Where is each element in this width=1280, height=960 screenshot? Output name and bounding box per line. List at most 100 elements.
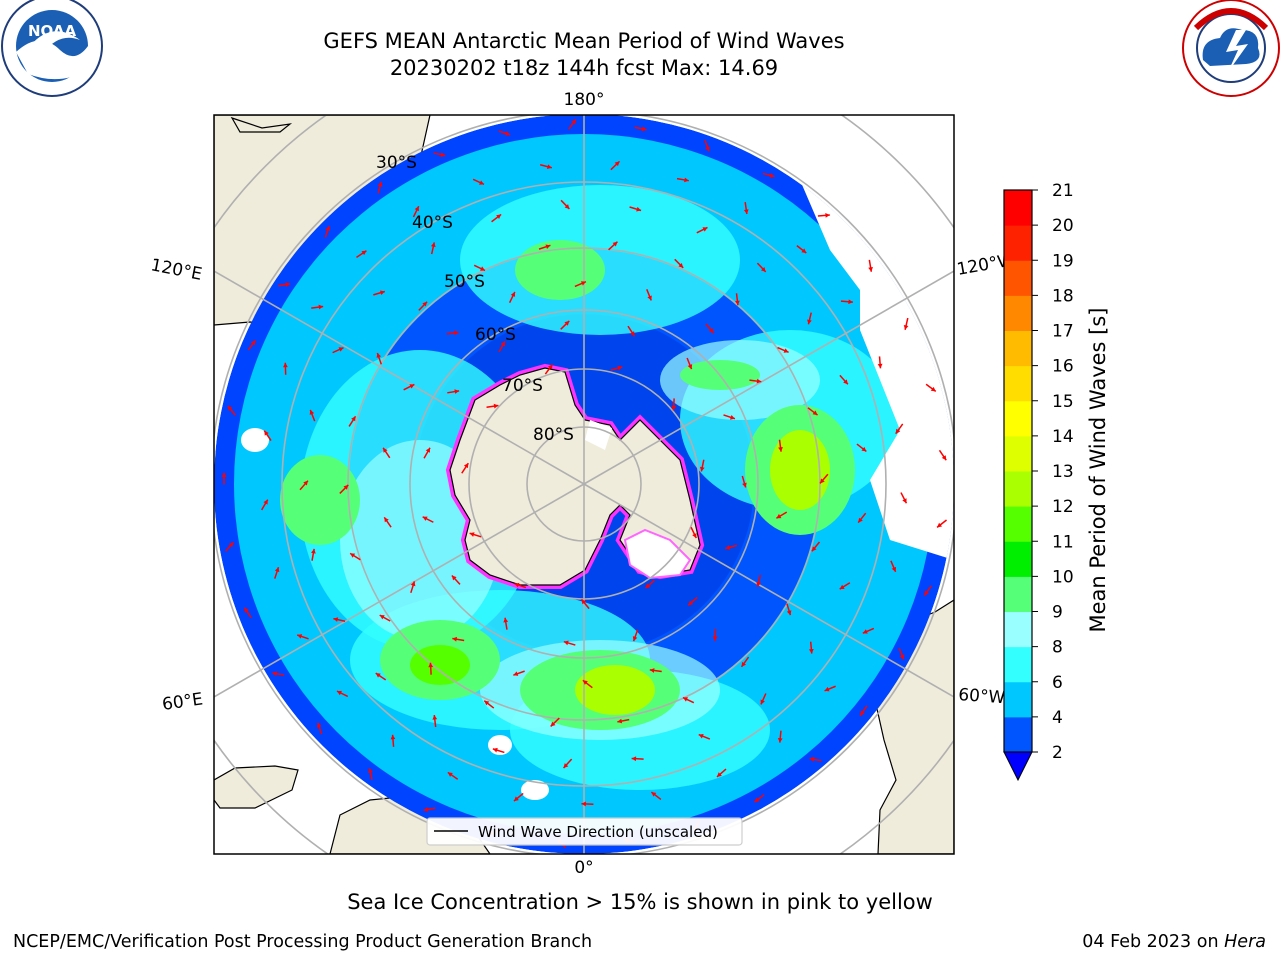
wave-arrow-head (563, 763, 569, 768)
wave-arrow-head (617, 365, 623, 371)
wave-arrow-head (807, 319, 812, 325)
national-weather-service-logo (1182, 0, 1280, 97)
wave-arrow-head (318, 304, 324, 310)
wave-arrow-head (729, 415, 735, 420)
wave-arrow-head (414, 206, 419, 212)
wave-arrow-head (709, 328, 714, 334)
wave-arrow-head (678, 263, 684, 268)
wave-arrow-head (503, 617, 509, 623)
wave-arrow-head (699, 466, 705, 472)
wave-arrow-head (361, 250, 367, 256)
antarctica (445, 363, 705, 589)
wave-arrow-head (692, 533, 697, 539)
graticule (214, 115, 954, 854)
wave-arrow-head (480, 266, 486, 271)
wave-arrow-head (492, 747, 498, 753)
wave-arrow-head (756, 378, 762, 384)
lon-label-60w: 60°W (958, 685, 1006, 708)
wave-arrow-head (430, 242, 436, 248)
wave-arrow-head (379, 290, 385, 296)
colorbar-tick-label: 19 (1052, 251, 1074, 271)
wave-arrow-head (725, 545, 731, 550)
lat-label-40s: 40°S (412, 213, 453, 233)
wind-wave-direction-arrows (221, 118, 947, 849)
wave-arrow-head (505, 131, 511, 136)
colorbar-segment (1004, 716, 1032, 753)
colorbar-segment (1004, 295, 1032, 331)
colorbar-tick-label: 11 (1052, 532, 1074, 552)
colorbar-segment (1004, 681, 1032, 718)
wave-arrow-head (649, 668, 655, 673)
wave-arrow-head (614, 161, 620, 167)
wave-arrow-head (702, 227, 708, 232)
colorbar-segment (1004, 365, 1032, 402)
wave-arrow-head (311, 548, 316, 554)
footer-date-text: 04 Feb 2023 on (1082, 932, 1219, 952)
wave-arrow-head (571, 119, 576, 125)
wave-arrow-head (514, 582, 520, 588)
wave-arrow-head (743, 209, 749, 214)
wave-arrow-head (410, 581, 416, 587)
wave-arrow-head (742, 482, 747, 488)
wave-arrow-head (868, 266, 873, 272)
wave-arrow-head (861, 446, 867, 452)
map-frame (213, 114, 955, 855)
wave-arrow-head (303, 480, 308, 486)
wave-arrow-head (862, 629, 868, 634)
wave-arrow-head (712, 636, 718, 641)
wave-arrow-head (631, 756, 637, 762)
wave-arrow-head (756, 581, 761, 587)
wave-arrow-head (684, 177, 689, 183)
colorbar-segment (1004, 225, 1032, 261)
wave-arrow-head (463, 463, 469, 469)
wave-arrow-head (343, 484, 349, 490)
wave-arrow-head (377, 181, 383, 187)
wave-arrow-head (941, 455, 947, 461)
colorbar-tick-label: 17 (1052, 322, 1074, 342)
wave-arrow-head (264, 430, 269, 436)
wave-arrow-head (858, 517, 863, 523)
colorbar-extend-triangle (1003, 751, 1033, 782)
wave-arrow-head (809, 756, 815, 762)
colorbar-tick-label: 16 (1052, 357, 1074, 377)
wave-arrow-head (698, 734, 704, 739)
wave-arrow-head (786, 610, 792, 616)
wave-arrow-head (244, 607, 249, 613)
wave-arrow-head (272, 671, 278, 677)
wave-arrow-head (617, 718, 623, 724)
wave-arrow-head (316, 722, 322, 728)
wave-arrow-head (641, 126, 647, 132)
wave-arrow-head (425, 447, 431, 453)
wave-arrow-head (428, 662, 434, 668)
wave-arrow-head (513, 671, 519, 676)
wave-arrow-head (937, 522, 943, 528)
colorbar-tick-label: 2 (1052, 743, 1063, 763)
wave-arrow-head (285, 282, 291, 287)
wave-arrow-head (902, 498, 907, 504)
wave-arrow-head (801, 248, 807, 254)
wave-arrow-head (760, 267, 766, 272)
lat-label-80s: 80°S (533, 425, 574, 445)
wave-arrow-head (839, 584, 845, 590)
wave-arrow-head (735, 300, 740, 306)
lat-label-60s: 60°S (475, 325, 516, 345)
wave-arrow-head (228, 542, 234, 548)
wave-arrow-head (636, 206, 642, 212)
wave-arrow-head (440, 152, 446, 157)
wave-arrow-head (778, 447, 783, 452)
wave-arrow-head (930, 386, 936, 392)
wave-arrow-head (671, 405, 677, 411)
wave-arrow-head (454, 389, 460, 394)
map-legend: Wind Wave Direction (unscaled) (426, 817, 743, 846)
wave-arrow-head (550, 721, 556, 727)
wave-arrow-head (647, 295, 652, 301)
wave-arrow-head (877, 363, 883, 369)
colorbar-label: Mean Period of Wind Waves [s] (1086, 308, 1110, 633)
wave-arrow-head (453, 330, 459, 336)
wave-arrow-head (682, 697, 688, 702)
wave-arrow-head (899, 654, 905, 660)
chart-subtitle: 20230202 t18z 144h fcst Max: 14.69 (389, 56, 779, 80)
wave-arrow-head (325, 225, 331, 231)
wave-arrow-head (546, 164, 552, 169)
wave-arrow-head (423, 807, 429, 812)
